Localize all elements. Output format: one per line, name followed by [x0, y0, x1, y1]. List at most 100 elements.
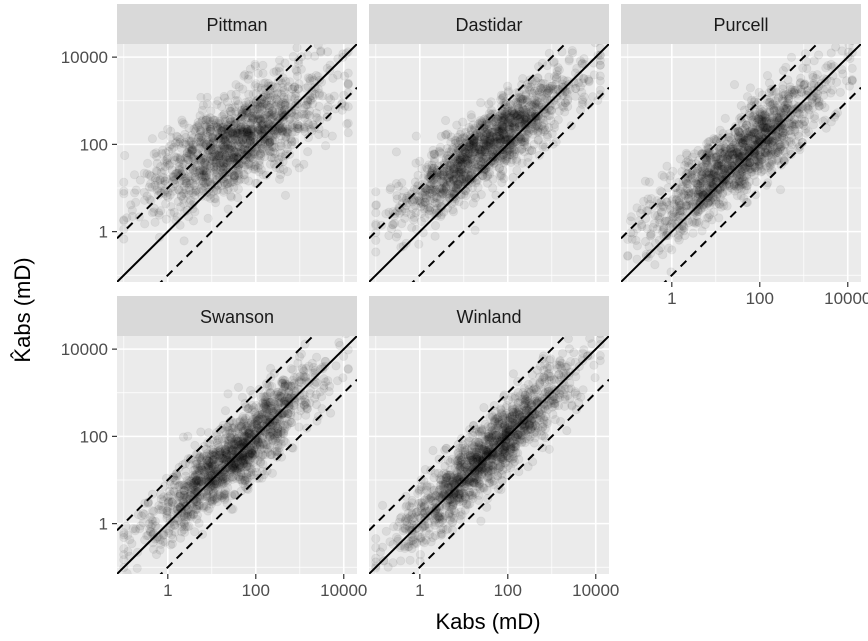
facet-strip	[117, 4, 357, 44]
data-point	[303, 97, 313, 107]
data-point	[245, 136, 255, 146]
data-point	[371, 247, 381, 257]
data-point	[489, 140, 499, 150]
data-point	[241, 120, 251, 130]
data-point	[213, 146, 223, 156]
data-point	[267, 136, 277, 146]
data-point	[468, 198, 478, 208]
data-point	[176, 191, 186, 201]
data-point	[242, 127, 252, 137]
data-point	[479, 132, 489, 142]
data-point	[254, 114, 264, 124]
data-point	[190, 172, 200, 183]
data-point	[301, 109, 311, 120]
data-point	[480, 146, 490, 157]
data-point	[267, 81, 277, 91]
data-point	[255, 149, 265, 159]
data-point	[145, 194, 155, 204]
data-point	[210, 115, 220, 126]
data-point	[243, 164, 253, 175]
data-point	[494, 145, 505, 156]
data-point	[303, 50, 313, 60]
data-point	[154, 208, 164, 218]
data-point	[162, 154, 172, 165]
data-point	[260, 78, 270, 88]
data-point	[211, 158, 221, 168]
data-point	[533, 135, 543, 145]
data-point	[168, 171, 178, 181]
data-point	[248, 107, 258, 117]
data-point	[158, 172, 169, 183]
data-point	[575, 105, 586, 115]
data-point	[294, 163, 304, 173]
data-point	[184, 149, 195, 160]
data-point	[220, 149, 230, 159]
data-point	[287, 120, 297, 130]
data-point	[287, 84, 297, 94]
data-point	[463, 163, 474, 173]
data-point	[299, 159, 309, 169]
data-point	[220, 135, 230, 145]
data-point	[174, 185, 184, 195]
data-point	[517, 127, 527, 137]
data-point	[245, 64, 255, 74]
data-point	[515, 110, 525, 120]
data-point	[472, 167, 483, 177]
data-point	[530, 122, 540, 133]
data-point	[449, 174, 459, 184]
data-point	[187, 139, 197, 149]
data-point	[309, 75, 319, 86]
y-tick-label: 1	[99, 223, 108, 242]
data-point	[254, 123, 264, 133]
data-point	[201, 130, 211, 140]
data-point	[205, 139, 215, 149]
data-point	[212, 162, 222, 172]
data-point	[267, 114, 277, 124]
data-point	[516, 134, 527, 144]
data-point	[261, 170, 271, 180]
gridlines	[369, 44, 609, 282]
data-point	[235, 129, 245, 139]
data-point	[199, 138, 210, 148]
data-point	[220, 114, 230, 124]
data-point	[217, 174, 227, 184]
data-point	[225, 128, 236, 138]
data-point	[196, 132, 207, 142]
data-point	[457, 142, 467, 152]
data-point	[225, 106, 235, 116]
data-point	[266, 146, 276, 157]
data-point	[218, 140, 228, 150]
data-point	[163, 153, 173, 163]
data-point	[775, 139, 785, 149]
data-point	[510, 146, 520, 156]
data-point	[546, 106, 556, 116]
data-point	[248, 124, 258, 134]
data-point	[454, 177, 465, 187]
data-point	[181, 185, 191, 195]
data-point	[202, 92, 212, 102]
data-point	[415, 198, 425, 208]
data-point	[462, 164, 472, 174]
data-point	[162, 156, 172, 166]
data-point	[227, 103, 237, 113]
data-point	[272, 89, 282, 99]
data-point	[498, 165, 508, 176]
data-point	[468, 147, 478, 157]
data-point	[494, 111, 504, 122]
data-point	[190, 126, 200, 136]
data-point	[202, 160, 212, 170]
gridlines	[117, 44, 357, 282]
data-point	[532, 113, 542, 123]
data-point	[643, 194, 653, 204]
data-point	[486, 105, 496, 115]
data-point	[120, 584, 128, 592]
data-point	[264, 128, 274, 138]
data-point	[171, 152, 181, 162]
data-point	[482, 129, 492, 139]
data-point	[255, 109, 265, 119]
data-point	[467, 144, 477, 154]
data-point	[684, 217, 694, 228]
data-point	[508, 172, 518, 183]
data-point	[219, 159, 229, 169]
data-point	[488, 132, 499, 142]
